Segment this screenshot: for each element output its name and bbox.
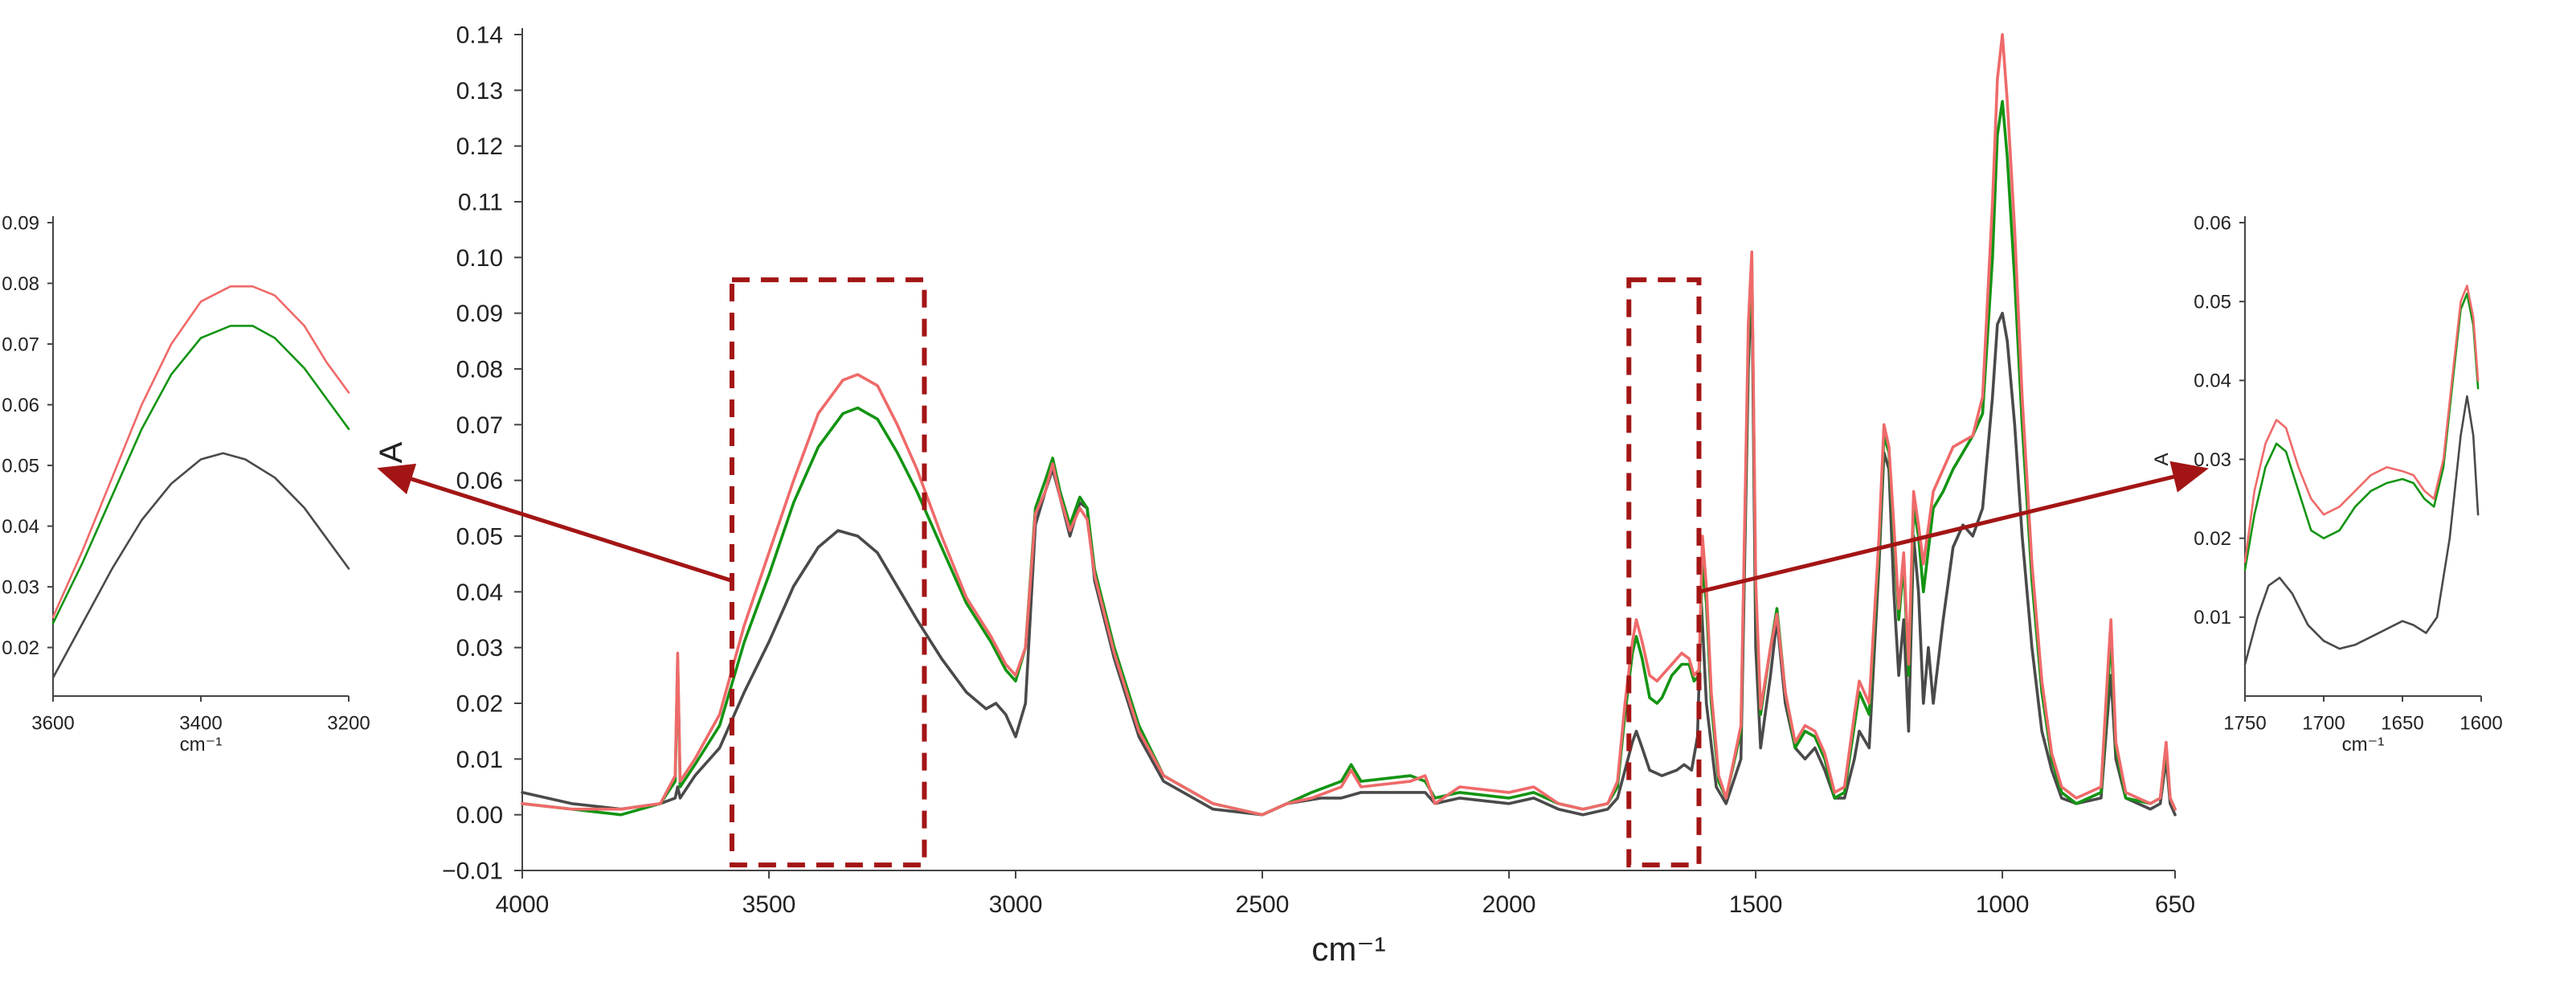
inset_right-y-tick-label: 0.02: [2194, 528, 2231, 550]
main-y-tick-label: 0.11: [458, 190, 503, 216]
main-x-tick-label: 3500: [742, 891, 796, 918]
inset_right-series-line-3: [2243, 285, 2480, 563]
arrow-to-right-inset: [1698, 461, 2209, 594]
inset_left-x-tick-label: 3600: [31, 713, 74, 735]
inset_left-x-tick-label: 3200: [327, 713, 370, 735]
inset_right-y-tick-label: 0.05: [2194, 292, 2231, 313]
main-y-tick-label: 0.04: [456, 580, 503, 606]
zoom-annotations: [377, 277, 2209, 868]
inset_right-x-tick-label: 1750: [2223, 713, 2266, 735]
main-y-tick-label: 0.14: [456, 23, 503, 49]
inset_left-x-tick-label: 3400: [179, 713, 222, 735]
inset_left-y-tick-label: 0.02: [2, 637, 39, 659]
inset_right-y-tick-label: 0.06: [2194, 212, 2231, 234]
inset_right-x-tick-label: 1650: [2381, 713, 2423, 735]
main-y-tick-label: 0.09: [456, 301, 503, 327]
inset_right-x-tick-label: 1700: [2302, 713, 2345, 735]
inset_left-y-tick-label: 0.08: [2, 273, 39, 295]
inset_left-y-tick-label: 0.03: [2, 576, 39, 598]
main-y-tick-label: −0.01: [442, 858, 503, 885]
main-x-tick-label: 1000: [1976, 891, 2030, 918]
main-x-tick-label: 650: [2155, 891, 2195, 918]
inset_left-y-tick-label: 0.04: [2, 516, 39, 538]
inset_right-y-tick-label: 0.01: [2194, 607, 2231, 629]
inset_left-y-tick-label: 0.09: [2, 212, 39, 234]
main-series-line-2: [521, 100, 2177, 817]
inset_left-y-tick-label: 0.07: [2, 334, 39, 355]
main-x-axis-label: cm⁻¹: [1311, 930, 1385, 968]
main-y-tick-label: 0.08: [456, 357, 503, 383]
main-y-tick-label: 0.03: [456, 635, 503, 661]
inset_left-series-line-3: [51, 285, 350, 619]
inset_right-y-tick-label: 0.03: [2194, 449, 2231, 471]
main-x-tick-label: 4000: [496, 891, 550, 918]
main-y-tick-label: 0.12: [456, 133, 503, 160]
highlight-box-1: [729, 277, 927, 868]
main-y-tick-label: 0.13: [456, 78, 503, 104]
main-y-tick-label: 0.05: [456, 524, 503, 551]
main-y-tick-label: 0.06: [456, 468, 503, 494]
main-x-tick-label: 2000: [1482, 891, 1536, 918]
inset_right-y-axis-label: A: [2151, 453, 2173, 465]
main-x-tick-label: 1500: [1729, 891, 1783, 918]
main-series-line-1: [521, 272, 2177, 817]
main-y-tick-label: 0.01: [456, 747, 503, 773]
main-x-tick-label: 3000: [989, 891, 1043, 918]
main-x-tick-label: 2500: [1236, 891, 1290, 918]
main-y-tick-label: 0.10: [456, 245, 503, 272]
highlight-box-2: [1626, 277, 1702, 868]
arrow-to-left-inset: [377, 463, 733, 583]
inset_right-series-line-2: [2243, 293, 2480, 571]
inset_left-series-line-2: [51, 325, 350, 625]
inset-carbonyl-region-chart: 0.01 0.02 0.03 0.04 0.05 0.06 1750 1700 1650 1600…: [2151, 212, 2503, 756]
inset_right-x-tick-label: 1600: [2459, 713, 2502, 735]
main-y-axis-label: A: [374, 441, 409, 463]
main-y-tick-label: 0.07: [456, 412, 503, 439]
inset_right-y-tick-label: 0.04: [2194, 371, 2231, 392]
main-y-tick-label: 0.02: [456, 691, 503, 718]
inset-oh-region-chart: 0.02 0.03 0.04 0.05 0.06 0.07 0.08 0.09 3600 3400…: [2, 212, 370, 756]
inset_right-x-axis-label: cm⁻¹: [2342, 734, 2385, 756]
main-spectrum-chart: −0.01 0.00 0.01 0.02 0.03 0.04 0.05 0.06 0.07 0.0…: [374, 23, 2195, 969]
main-y-tick-label: 0.00: [456, 802, 503, 829]
inset_left-series-line-1: [51, 452, 350, 679]
inset_left-x-axis-label: cm⁻¹: [180, 734, 223, 756]
inset_left-y-tick-label: 0.06: [2, 395, 39, 416]
inset_left-y-tick-label: 0.05: [2, 455, 39, 477]
inset_right-series-line-1: [2243, 395, 2480, 666]
main-series-line-3: [521, 33, 2177, 817]
